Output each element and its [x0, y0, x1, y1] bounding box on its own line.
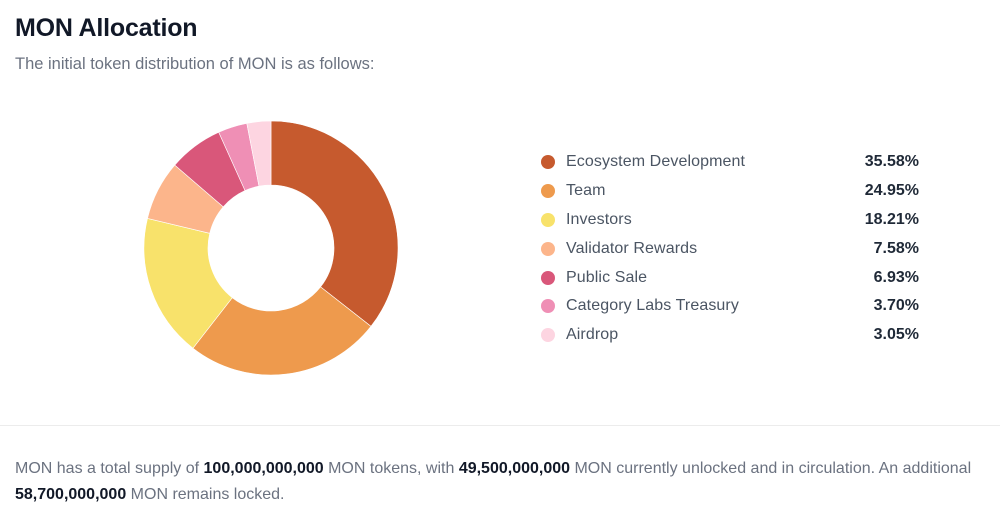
legend-item-team: Team 24.95% [541, 177, 919, 206]
legend-swatch-icon [541, 241, 555, 256]
section-divider [0, 425, 1000, 426]
legend-value: 6.93% [873, 268, 919, 286]
legend-swatch-icon [541, 184, 555, 199]
legend-swatch-icon [541, 328, 555, 343]
donut-slice-investors [143, 218, 233, 349]
legend-value: 35.58% [864, 153, 919, 171]
legend-swatch-icon [541, 270, 555, 285]
legend-item-validator-rewards: Validator Rewards 7.58% [541, 234, 919, 263]
legend-item-public-sale: Public Sale 6.93% [541, 263, 919, 292]
page-subtitle: The initial token distribution of MON is… [15, 55, 375, 73]
legend-item-ecosystem-development: Ecosystem Development 35.58% [541, 148, 919, 177]
legend-swatch-icon [541, 155, 555, 170]
supply-text: MON has a total supply of [15, 460, 204, 477]
page-title: MON Allocation [15, 14, 198, 42]
supply-text: MON remains locked. [126, 486, 285, 503]
legend-label: Public Sale [566, 268, 648, 286]
legend-label: Validator Rewards [566, 239, 698, 257]
supply-text: MON currently unlocked and in circulatio… [570, 460, 972, 477]
legend-label: Ecosystem Development [566, 153, 746, 171]
legend-value: 7.58% [873, 239, 919, 257]
chart-legend: Ecosystem Development 35.58% Team 24.95%… [541, 148, 919, 350]
donut-slices [143, 120, 399, 376]
legend-swatch-icon [541, 212, 555, 227]
legend-value: 3.05% [873, 326, 919, 344]
locked-supply-value: 58,700,000,000 [15, 486, 127, 503]
legend-value: 18.21% [864, 210, 919, 228]
donut-slice-airdrop [246, 120, 272, 187]
legend-item-investors: Investors 18.21% [541, 206, 919, 235]
donut-slice-team [192, 286, 372, 376]
unlocked-supply-value: 49,500,000,000 [458, 460, 571, 477]
donut-slice-ecosystem-development [270, 120, 399, 327]
allocation-donut-chart [143, 120, 399, 376]
legend-swatch-icon [541, 299, 555, 314]
legend-label: Investors [566, 210, 632, 228]
supply-summary: MON has a total supply of 100,000,000,00… [15, 456, 985, 508]
legend-label: Team [566, 182, 606, 200]
legend-value: 3.70% [873, 297, 919, 315]
legend-label: Category Labs Treasury [566, 297, 739, 315]
legend-item-airdrop: Airdrop 3.05% [541, 321, 919, 350]
legend-value: 24.95% [864, 182, 919, 200]
legend-item-category-labs-treasury: Category Labs Treasury 3.70% [541, 292, 919, 321]
legend-label: Airdrop [566, 326, 619, 344]
total-supply-value: 100,000,000,000 [203, 460, 324, 477]
supply-text: MON tokens, with [323, 460, 459, 477]
